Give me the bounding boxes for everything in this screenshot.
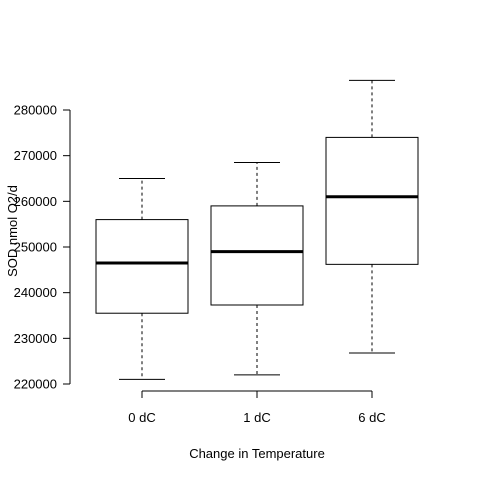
y-tick-label: 260000 [14,194,57,209]
box-1 [95,178,189,380]
x-axis: 0 dC 1 dC 6 dC [128,390,386,425]
y-tick-label: 270000 [14,148,57,163]
y-tick-label: 230000 [14,331,57,346]
y-tick-label: 280000 [14,103,57,118]
y-axis-title: SOD nmol O2/d [5,185,20,277]
plot-area [95,79,419,380]
iqr-box [95,219,189,314]
box-2 [210,162,304,376]
y-tick-label: 250000 [14,240,57,255]
box-3 [325,79,419,354]
y-tick-label: 220000 [14,377,57,392]
x-axis-title: Change in Temperature [189,446,325,461]
y-tick-label: 240000 [14,285,57,300]
x-tick-label: 0 dC [128,410,155,425]
y-axis: 220000 230000 240000 250000 260000 270000 2800… [14,103,71,392]
iqr-box [210,205,304,306]
x-tick-label: 1 dC [243,410,270,425]
iqr-box [325,136,419,265]
x-tick-label: 6 dC [358,410,385,425]
